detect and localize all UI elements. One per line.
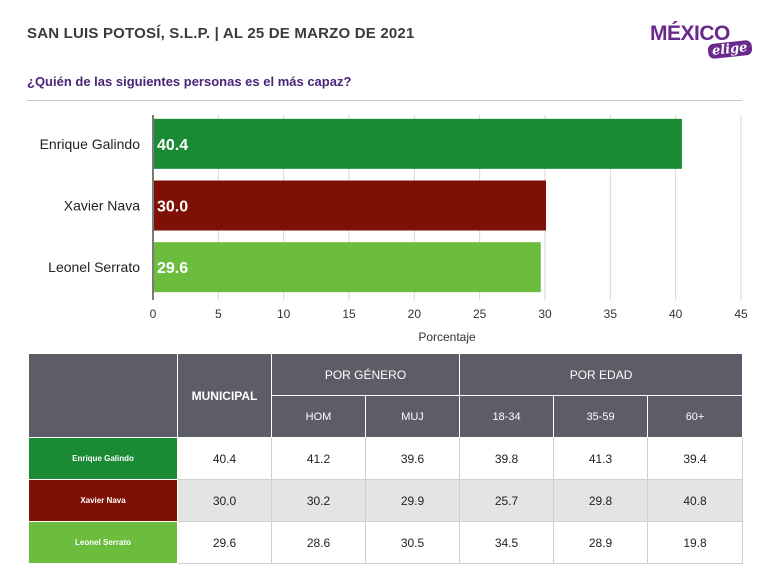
bar-value-label: 40.4 bbox=[157, 137, 188, 154]
mexico-elige-logo: MÉXICO elige bbox=[650, 22, 753, 60]
x-tick-label: 35 bbox=[604, 307, 618, 321]
cell-60-plus: 19.8 bbox=[647, 521, 744, 564]
x-tick-label: 45 bbox=[734, 307, 748, 321]
bar-chart: 0 5 10 15 20 25 30 35 40 45 40.4 Enrique Galindo 30.… bbox=[40, 115, 748, 344]
cell-hom: 28.6 bbox=[271, 521, 366, 564]
cell-18-34: 25.7 bbox=[459, 479, 555, 522]
header-por-edad: POR EDAD bbox=[459, 353, 744, 396]
cell-muj: 29.9 bbox=[364, 479, 461, 522]
table-row: Leonel Serrato 29.6 28.6 30.5 34.5 28.9 … bbox=[28, 521, 744, 564]
cell-35-59: 41.3 bbox=[553, 437, 649, 480]
x-tick-label: 40 bbox=[669, 307, 683, 321]
cell-18-34: 34.5 bbox=[459, 521, 555, 564]
table-corner-cell bbox=[28, 353, 178, 438]
x-tick-label: 15 bbox=[342, 307, 356, 321]
x-tick-label: 20 bbox=[408, 307, 422, 321]
subheader-60-plus: 60+ bbox=[647, 395, 744, 438]
page-title: SAN LUIS POTOSÍ, S.L.P. | AL 25 DE MARZO… bbox=[27, 25, 415, 42]
bar bbox=[154, 118, 682, 169]
row-name-serrato: Leonel Serrato bbox=[28, 521, 178, 564]
x-tick-label: 10 bbox=[277, 307, 291, 321]
cell-muj: 39.6 bbox=[364, 437, 461, 480]
table-row: Xavier Nava 30.0 30.2 29.9 25.7 29.8 40.… bbox=[28, 479, 744, 522]
header-por-genero: POR GÉNERO bbox=[270, 353, 461, 396]
cell-18-34: 39.8 bbox=[459, 437, 555, 480]
cell-municipal: 30.0 bbox=[177, 479, 272, 522]
subheader-18-34: 18-34 bbox=[459, 395, 555, 438]
subheader-muj: MUJ bbox=[364, 395, 461, 438]
survey-question: ¿Quién de las siguientes personas es el … bbox=[27, 74, 352, 89]
row-name-nava: Xavier Nava bbox=[28, 479, 178, 522]
cell-35-59: 29.8 bbox=[553, 479, 649, 522]
bar-value-label: 30.0 bbox=[157, 199, 188, 216]
cell-municipal: 40.4 bbox=[177, 437, 272, 480]
results-table: MUNICIPAL POR GÉNERO POR EDAD HOM MUJ 18… bbox=[28, 353, 744, 564]
cell-hom: 41.2 bbox=[271, 437, 366, 480]
x-axis-label: Porcentaje bbox=[418, 330, 476, 344]
cell-muj: 30.5 bbox=[364, 521, 461, 564]
category-label: Enrique Galindo bbox=[40, 136, 141, 152]
category-label: Leonel Serrato bbox=[48, 259, 140, 275]
x-tick-label: 30 bbox=[538, 307, 552, 321]
bar bbox=[154, 180, 546, 231]
cell-35-59: 28.9 bbox=[553, 521, 649, 564]
row-name-galindo: Enrique Galindo bbox=[28, 437, 178, 480]
x-tick-label: 0 bbox=[150, 307, 157, 321]
table-row: Enrique Galindo 40.4 41.2 39.6 39.8 41.3… bbox=[28, 437, 744, 480]
subheader-35-59: 35-59 bbox=[553, 395, 649, 438]
x-tick-label: 25 bbox=[473, 307, 487, 321]
x-tick-label: 5 bbox=[215, 307, 222, 321]
divider bbox=[27, 100, 742, 101]
header-municipal: MUNICIPAL bbox=[177, 353, 272, 438]
bar bbox=[154, 242, 541, 293]
logo-sub-text: elige bbox=[707, 39, 753, 60]
subheader-hom: HOM bbox=[271, 395, 366, 438]
bar-value-label: 29.6 bbox=[157, 260, 188, 277]
cell-60-plus: 39.4 bbox=[647, 437, 744, 480]
cell-hom: 30.2 bbox=[271, 479, 366, 522]
cell-60-plus: 40.8 bbox=[647, 479, 744, 522]
logo-main-text: MÉXICO bbox=[650, 22, 730, 45]
category-label: Xavier Nava bbox=[64, 198, 140, 214]
cell-municipal: 29.6 bbox=[177, 521, 272, 564]
